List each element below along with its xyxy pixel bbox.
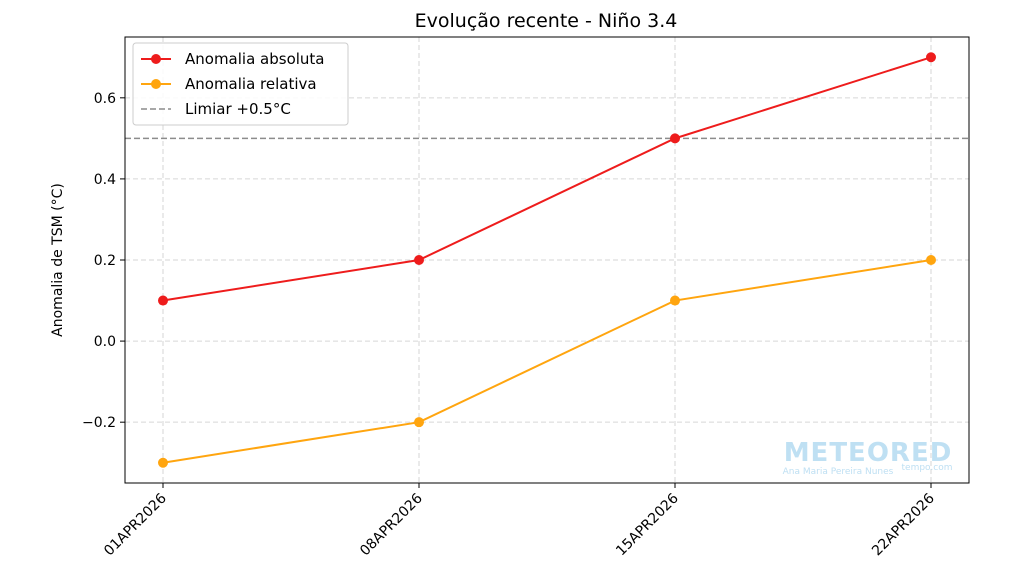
series-anomalia-absoluta — [158, 52, 936, 306]
chart-title: Evolução recente - Niño 3.4 — [415, 10, 678, 32]
watermark-site: tempo.com — [902, 463, 953, 473]
y-axis: −0.2 0.0 0.2 0.4 0.6 — [82, 91, 125, 431]
legend-swatch-marker — [151, 54, 161, 64]
watermark-author: Ana Maria Pereira Nunes — [783, 467, 894, 477]
legend-label: Anomalia relativa — [185, 75, 317, 93]
data-point — [670, 133, 680, 144]
data-point — [670, 295, 680, 306]
y-axis-label: Anomalia de TSM (°C) — [50, 183, 66, 337]
legend-label: Limiar +0.5°C — [185, 100, 291, 118]
watermark: METEORED Ana Maria Pereira Nunes tempo.c… — [783, 438, 953, 477]
series-layer — [158, 52, 936, 468]
legend-label: Anomalia absoluta — [185, 50, 325, 68]
y-tick-label: 0.2 — [94, 253, 116, 269]
legend-box — [132, 42, 349, 126]
y-tick-label: 0.4 — [94, 172, 116, 188]
data-point — [414, 417, 424, 428]
legend-swatch-marker — [151, 79, 161, 89]
series-anomalia-relativa — [158, 255, 936, 468]
y-tick-label: −0.2 — [82, 415, 116, 431]
watermark-brand: METEORED — [784, 438, 953, 468]
data-point — [158, 295, 168, 306]
data-point — [926, 52, 936, 63]
y-tick-label: 0.6 — [94, 91, 116, 107]
data-point — [158, 457, 168, 468]
series-line — [162, 259, 932, 464]
y-tick-label: 0.0 — [94, 334, 116, 350]
data-point — [414, 255, 424, 265]
series-line — [162, 56, 932, 302]
legend: Anomalia absoluta Anomalia relativa Limiar… — [132, 42, 349, 126]
data-point — [926, 255, 936, 265]
